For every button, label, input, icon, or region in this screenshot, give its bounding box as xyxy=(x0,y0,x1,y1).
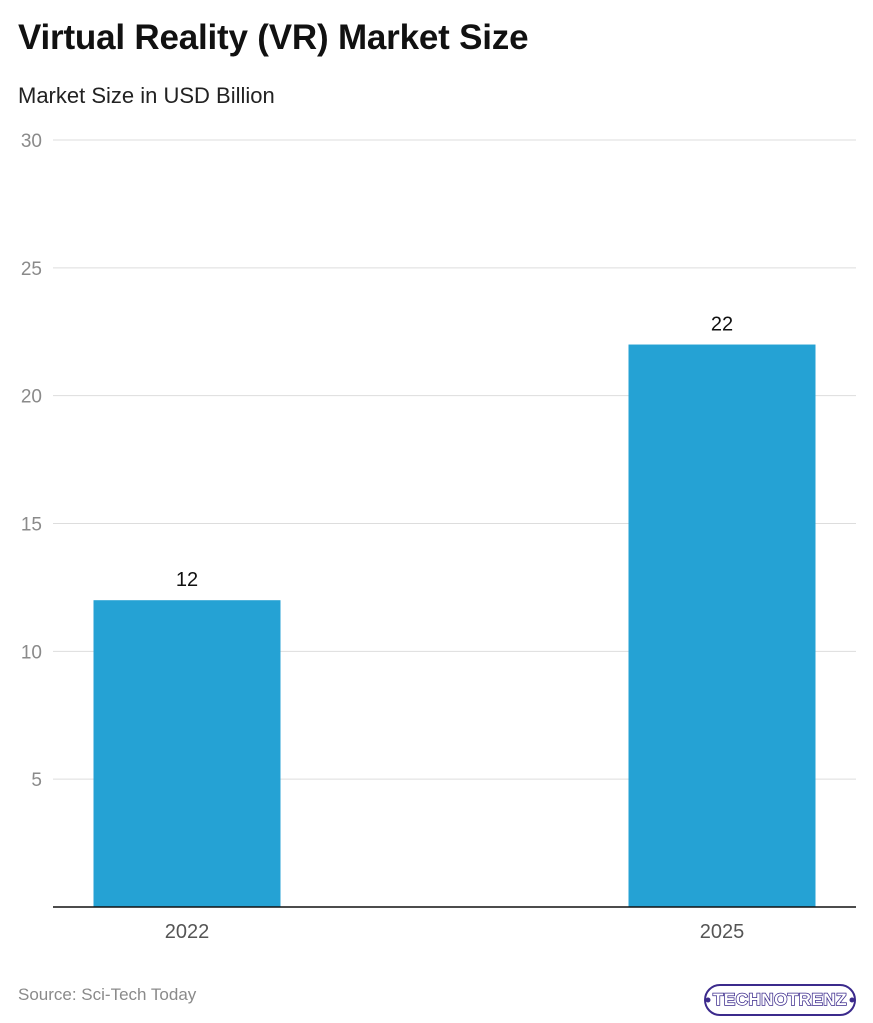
y-tick-label: 25 xyxy=(21,259,42,280)
chart-subtitle: Market Size in USD Billion xyxy=(18,83,275,108)
logo-text: TECHNOTRENZ xyxy=(712,989,847,1010)
y-tick-label: 15 xyxy=(21,515,42,536)
data-label: 12 xyxy=(176,569,198,591)
bar-2022 xyxy=(93,600,281,907)
y-tick-label: 5 xyxy=(31,770,42,791)
x-tick-label: 2022 xyxy=(165,921,210,943)
source-note: Source: Sci-Tech Today xyxy=(18,985,197,1004)
y-tick-label: 20 xyxy=(21,387,42,408)
technotrenz-logo: TECHNOTRENZ xyxy=(704,984,856,1016)
y-tick-label: 30 xyxy=(21,131,42,152)
data-label: 22 xyxy=(711,314,733,336)
x-tick-label: 2025 xyxy=(700,921,745,943)
chart-title: Virtual Reality (VR) Market Size xyxy=(18,18,529,57)
y-tick-label: 10 xyxy=(21,642,42,663)
bar-2025 xyxy=(628,344,816,907)
logo-badge-shape xyxy=(704,984,856,1016)
